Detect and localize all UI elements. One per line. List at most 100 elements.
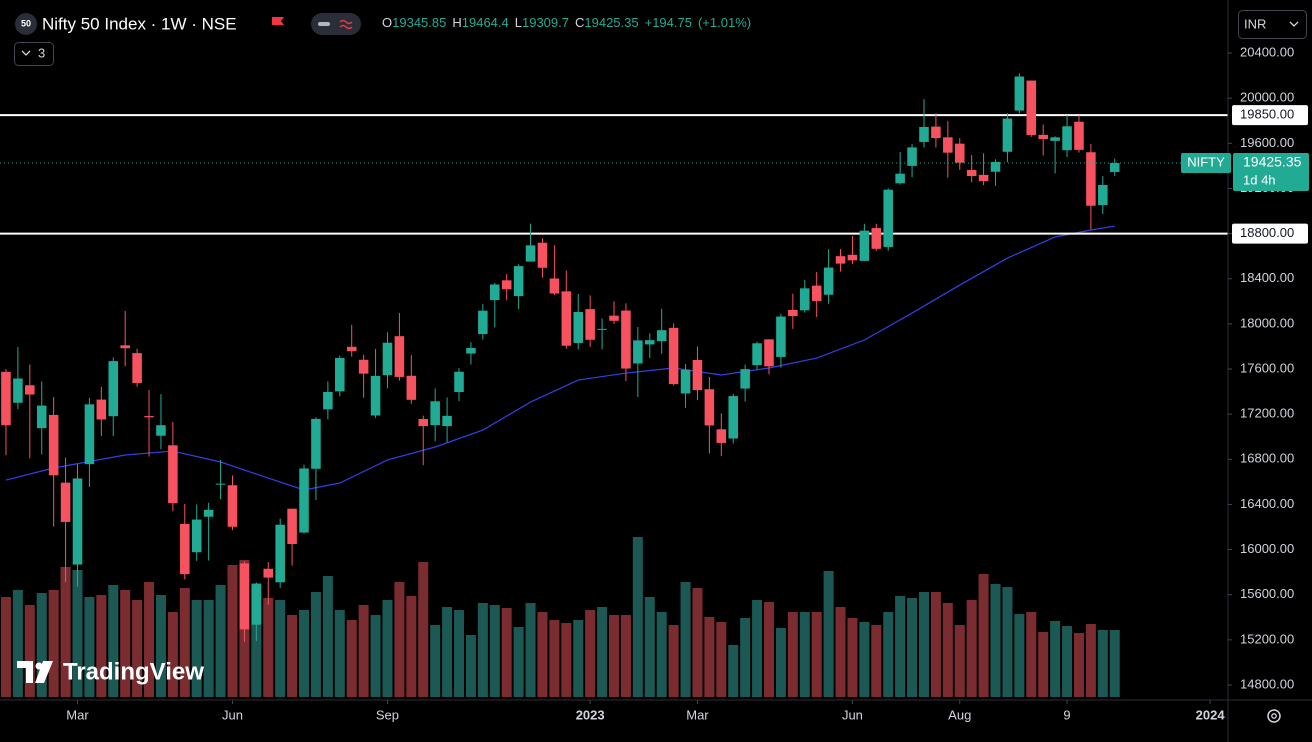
volume-bar bbox=[656, 612, 667, 697]
last-price-label: 19425.35 bbox=[1243, 154, 1302, 170]
y-tick-label: 20000.00 bbox=[1240, 90, 1294, 105]
candle-body bbox=[251, 583, 262, 625]
candle-body bbox=[847, 254, 858, 261]
candle-body bbox=[704, 389, 715, 426]
candle-body bbox=[1098, 184, 1108, 206]
volume-bar bbox=[716, 622, 727, 697]
x-tick-label: Mar bbox=[66, 707, 89, 722]
candle-body bbox=[370, 375, 381, 416]
volume-bar bbox=[454, 610, 465, 697]
volume-bar bbox=[191, 600, 202, 697]
candle-body bbox=[931, 126, 941, 139]
volume-bar bbox=[203, 600, 214, 697]
volume-bar bbox=[1002, 587, 1013, 697]
candle-body bbox=[180, 523, 190, 575]
volume-bar bbox=[1085, 624, 1096, 697]
volume-bar bbox=[1026, 612, 1037, 697]
volume-bar bbox=[680, 582, 691, 697]
volume-bar bbox=[752, 600, 763, 697]
candle-body bbox=[1, 371, 11, 426]
symbol-badge-text: 50 bbox=[21, 18, 31, 28]
settings-icon[interactable] bbox=[1267, 709, 1281, 723]
chevron bbox=[21, 50, 31, 56]
currency-select[interactable] bbox=[1238, 10, 1307, 39]
candle-body bbox=[36, 405, 47, 429]
candle-body bbox=[275, 524, 285, 583]
candle-body bbox=[621, 310, 631, 369]
candle-body bbox=[549, 278, 560, 294]
candle-body bbox=[215, 483, 226, 485]
volume-bar bbox=[847, 618, 858, 697]
volume-bar bbox=[859, 622, 870, 697]
candle-body bbox=[573, 312, 584, 343]
volume-bar bbox=[346, 620, 357, 697]
volume-bar bbox=[155, 595, 166, 697]
ohlc-value: 19345.85 bbox=[392, 15, 446, 30]
volume-bar bbox=[120, 590, 131, 697]
candle-body bbox=[84, 404, 95, 465]
volume-bar bbox=[620, 615, 631, 697]
volume-bar bbox=[907, 598, 918, 697]
candle-body bbox=[859, 230, 870, 261]
flag-icon[interactable] bbox=[272, 17, 284, 25]
volume-bar bbox=[60, 567, 71, 697]
volume-bar bbox=[525, 603, 536, 697]
symbol-tag-box bbox=[1181, 153, 1231, 174]
volume-bar bbox=[48, 590, 59, 697]
candle-body bbox=[1062, 126, 1072, 151]
candle-body bbox=[478, 310, 488, 335]
logo-shape bbox=[17, 661, 33, 683]
candle-body bbox=[406, 375, 417, 400]
volume-bar bbox=[251, 585, 262, 697]
candle-body bbox=[871, 228, 882, 249]
countdown: 1d 4h bbox=[1243, 172, 1276, 187]
candle-body bbox=[752, 343, 762, 366]
currency: INR bbox=[1244, 16, 1266, 31]
candle-body bbox=[108, 361, 119, 417]
candle-body bbox=[537, 242, 548, 268]
change-percent: (+1.01%) bbox=[698, 15, 751, 30]
candle-body bbox=[633, 340, 643, 364]
volume-bar bbox=[1050, 621, 1061, 697]
candle-body bbox=[895, 173, 905, 184]
price-label: 18800.00 bbox=[1240, 225, 1294, 240]
candle-body bbox=[883, 189, 893, 247]
volume-bar bbox=[811, 612, 822, 697]
branding: TradingView bbox=[63, 658, 204, 685]
overlay: 14800.00 15200.00 15600.00 16000.00 16400.00… bbox=[66, 44, 1309, 722]
volume-bar bbox=[668, 625, 679, 697]
volume-bar bbox=[597, 607, 608, 697]
volume-bar bbox=[489, 605, 500, 697]
price-label-box bbox=[1232, 223, 1308, 244]
indicator-toggle[interactable] bbox=[311, 13, 361, 35]
candle-body bbox=[227, 485, 238, 527]
volume-bar bbox=[787, 612, 798, 697]
volume-bar bbox=[692, 588, 703, 697]
y-tick-label: 16800.00 bbox=[1240, 451, 1294, 466]
icon bbox=[318, 22, 330, 26]
indicator-count-button[interactable] bbox=[14, 42, 54, 66]
candle-body bbox=[656, 330, 667, 342]
symbol-badge[interactable] bbox=[15, 13, 37, 35]
y-tick-label: 16400.00 bbox=[1240, 496, 1294, 511]
candle-body bbox=[978, 174, 989, 182]
candle-body bbox=[13, 378, 23, 403]
volume-bar bbox=[108, 585, 119, 697]
volume-bar bbox=[167, 612, 178, 697]
candle-body bbox=[382, 342, 393, 376]
x-tick-label: Sep bbox=[376, 707, 399, 722]
candle-body bbox=[72, 478, 83, 565]
volume-bar bbox=[871, 625, 882, 697]
price-label: 19850.00 bbox=[1240, 107, 1294, 122]
volume-bar bbox=[1073, 633, 1084, 697]
chart-title[interactable]: Nifty 50 Index · 1W · NSE bbox=[42, 14, 237, 33]
candle-body bbox=[323, 391, 333, 410]
volume-bar bbox=[1097, 630, 1108, 697]
candle-body bbox=[203, 509, 214, 517]
volume-bar bbox=[561, 623, 572, 697]
volume-bar bbox=[96, 595, 107, 697]
y-tick-label: 17200.00 bbox=[1240, 406, 1294, 421]
candle-body bbox=[311, 418, 321, 469]
volume-bar bbox=[501, 608, 512, 697]
y-tick-label: 18000.00 bbox=[1240, 315, 1294, 330]
